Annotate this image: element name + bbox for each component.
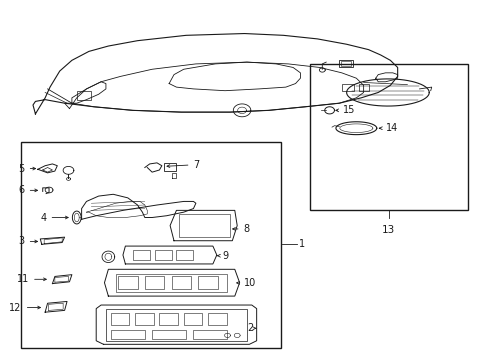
Bar bbox=[152, 330, 186, 339]
Bar bbox=[176, 249, 193, 260]
Text: 13: 13 bbox=[382, 225, 395, 235]
Text: 14: 14 bbox=[379, 123, 397, 133]
Text: 2: 2 bbox=[246, 323, 256, 333]
Text: 5: 5 bbox=[19, 163, 36, 174]
Bar bbox=[341, 84, 353, 91]
Bar bbox=[111, 313, 129, 325]
Bar bbox=[21, 143, 281, 348]
Bar bbox=[340, 61, 351, 66]
Bar bbox=[164, 163, 176, 171]
Text: 15: 15 bbox=[335, 105, 355, 115]
Text: 6: 6 bbox=[19, 185, 38, 195]
Text: 12: 12 bbox=[9, 302, 41, 312]
Bar bbox=[198, 276, 217, 289]
Bar bbox=[154, 249, 171, 260]
Text: 10: 10 bbox=[236, 278, 255, 288]
Bar bbox=[135, 313, 153, 325]
Text: 11: 11 bbox=[17, 274, 46, 284]
Bar bbox=[144, 276, 164, 289]
Bar bbox=[118, 276, 137, 289]
Bar bbox=[106, 309, 246, 341]
Bar bbox=[207, 313, 226, 325]
Bar bbox=[77, 91, 91, 100]
Bar bbox=[116, 274, 227, 292]
Bar bbox=[358, 84, 369, 91]
Bar bbox=[309, 64, 467, 210]
Text: 8: 8 bbox=[232, 224, 249, 234]
Bar bbox=[183, 313, 202, 325]
Bar bbox=[159, 313, 178, 325]
Bar bbox=[111, 330, 144, 339]
Text: 3: 3 bbox=[19, 237, 38, 247]
Text: 7: 7 bbox=[167, 159, 199, 170]
Text: 1: 1 bbox=[298, 239, 305, 249]
Bar bbox=[193, 330, 227, 339]
Bar bbox=[132, 249, 149, 260]
Bar bbox=[339, 60, 352, 67]
Text: 4: 4 bbox=[41, 212, 68, 222]
Text: 9: 9 bbox=[217, 251, 228, 261]
Bar bbox=[179, 214, 229, 237]
Bar bbox=[171, 276, 191, 289]
